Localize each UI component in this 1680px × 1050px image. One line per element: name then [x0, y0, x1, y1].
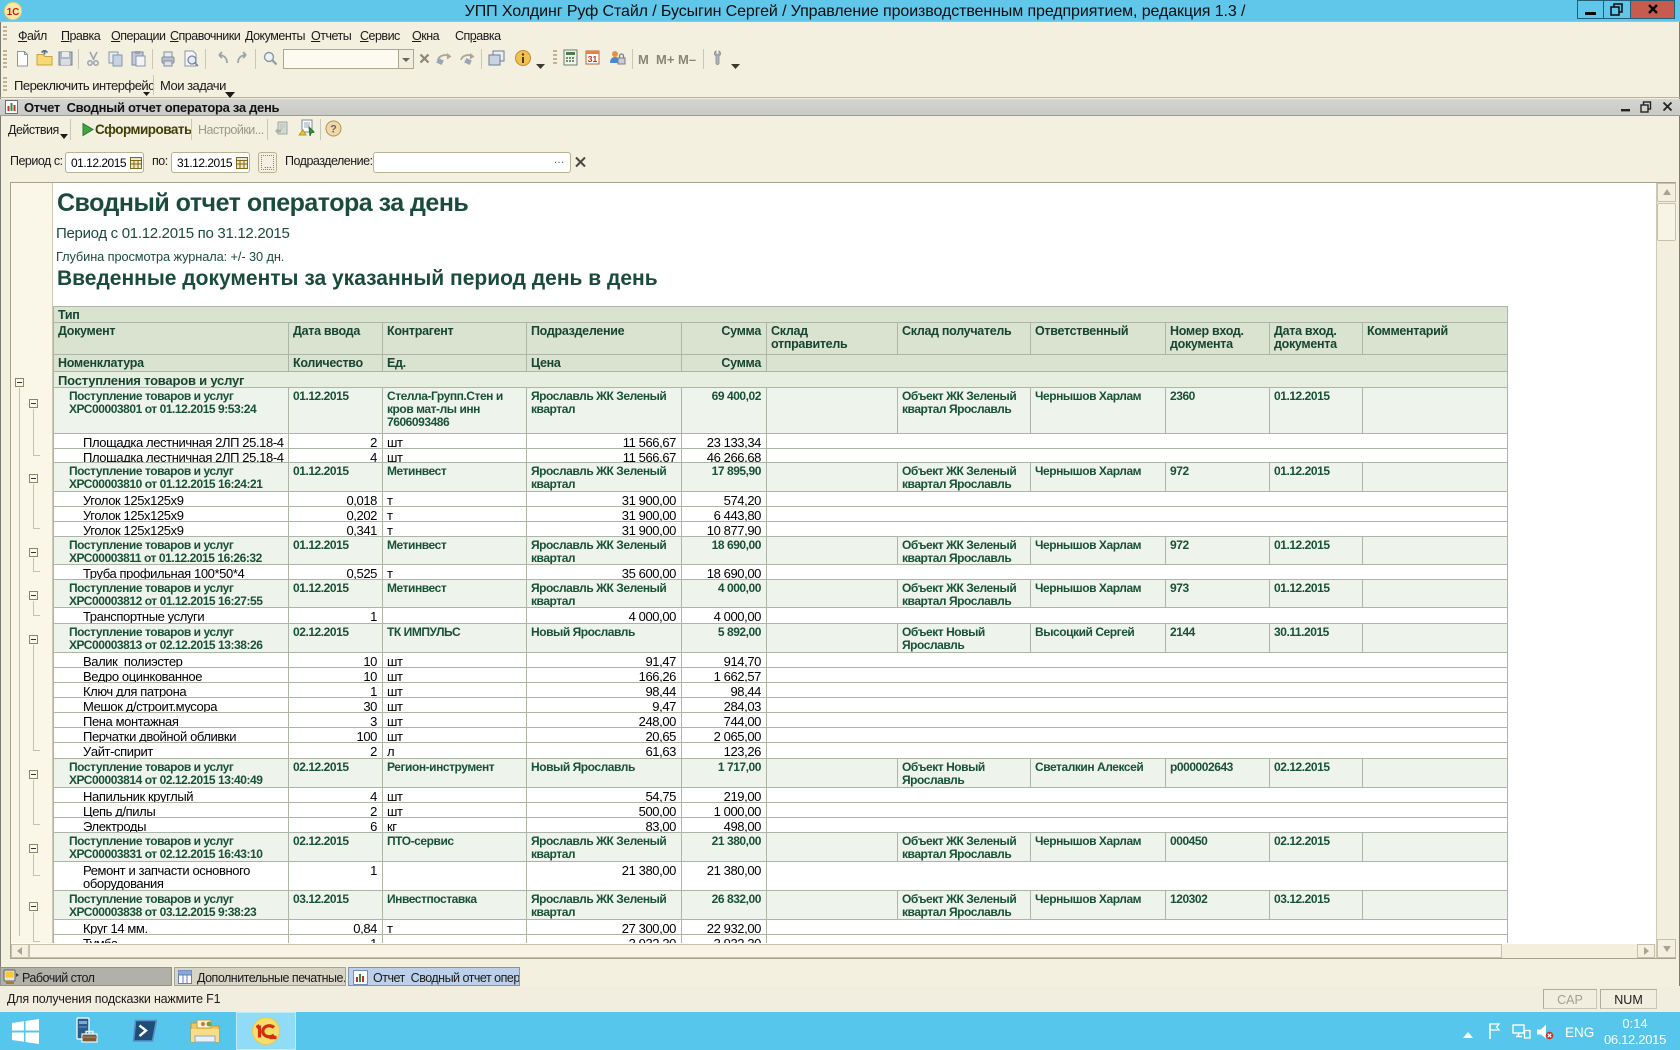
svg-text:1С: 1С [7, 7, 20, 18]
svg-text:31: 31 [588, 54, 598, 64]
svg-text:?: ? [330, 124, 337, 136]
